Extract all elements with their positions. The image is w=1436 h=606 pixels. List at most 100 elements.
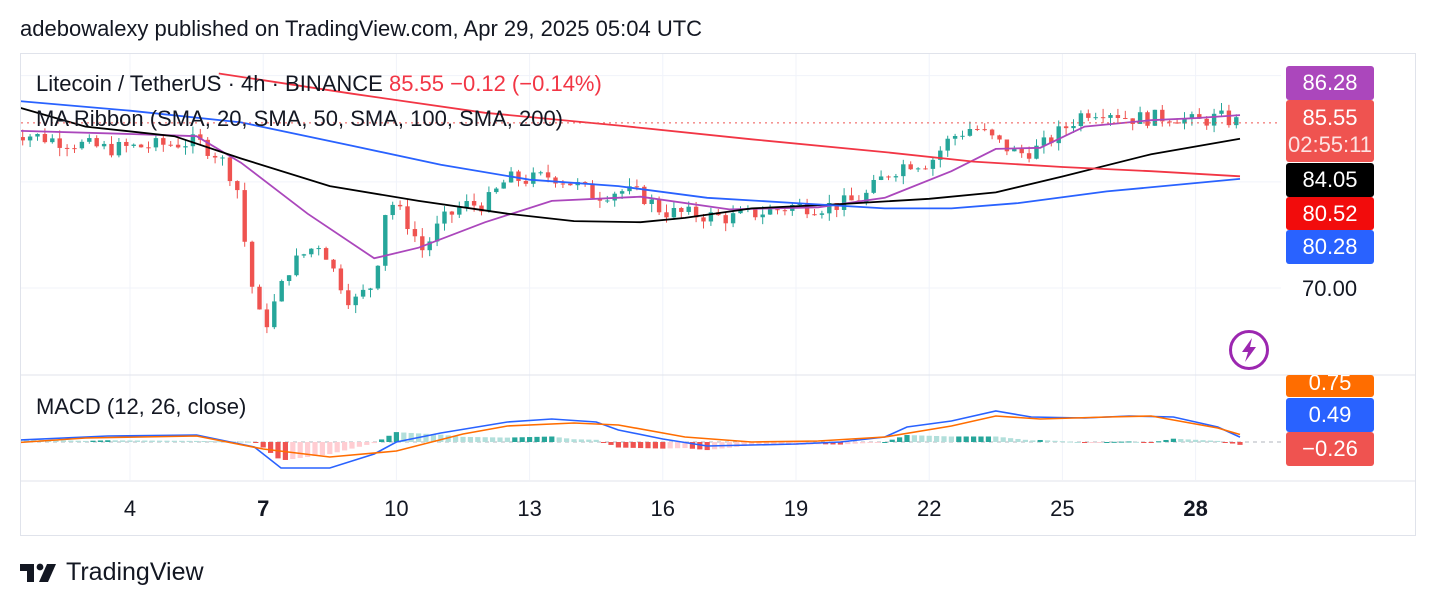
candle-body	[893, 176, 899, 178]
publisher-header: adebowalexy published on TradingView.com…	[20, 16, 703, 41]
macd-bar	[53, 440, 59, 442]
candle	[346, 283, 351, 309]
candle	[264, 303, 270, 334]
time-axis-label: 28	[1183, 496, 1207, 521]
candle-body	[190, 134, 196, 147]
tradingview-logo[interactable]: TradingView	[20, 558, 204, 587]
macd-bar	[1030, 440, 1036, 442]
candle	[1182, 112, 1187, 130]
candle-body	[1034, 145, 1039, 159]
chart-frame	[20, 53, 1416, 536]
macd-bar	[512, 437, 518, 442]
candle-body	[686, 206, 691, 212]
candle	[612, 191, 617, 207]
macd-bar	[430, 434, 436, 442]
candle	[116, 137, 122, 158]
candle	[893, 173, 899, 182]
candle-body	[782, 210, 788, 212]
candle	[523, 174, 529, 187]
macd-bar	[837, 442, 843, 445]
candle-body	[486, 192, 492, 212]
candle-body	[693, 206, 699, 218]
time-axis-label: 25	[1050, 496, 1074, 521]
candle	[1049, 134, 1054, 147]
macd-bar	[904, 435, 910, 442]
lightning-icon[interactable]	[1228, 329, 1270, 371]
macd-bar	[985, 436, 991, 442]
candle-body	[183, 146, 188, 148]
macd-bar	[268, 442, 274, 453]
time-axis-label: 10	[384, 496, 408, 521]
candle-body	[1086, 113, 1091, 118]
candle	[227, 154, 233, 187]
candle-body	[915, 168, 921, 170]
macd-bar	[771, 442, 777, 446]
candle	[531, 167, 536, 188]
macd-bar	[1089, 442, 1095, 443]
candle-body	[1137, 112, 1143, 124]
candle	[605, 195, 610, 204]
macd-bar	[1067, 441, 1073, 443]
macd-bar	[682, 442, 688, 449]
candle-body	[1204, 118, 1209, 126]
candle	[960, 130, 965, 140]
candle	[812, 208, 817, 216]
candle	[930, 157, 936, 176]
candle-body	[1004, 139, 1010, 152]
macd-bar	[349, 442, 355, 449]
candle	[279, 279, 284, 302]
candle-body	[819, 213, 825, 215]
macd-bar	[763, 442, 769, 446]
candle	[982, 123, 987, 132]
candle-body	[582, 182, 588, 184]
candle-body	[864, 192, 869, 203]
candle	[804, 198, 810, 219]
candle	[420, 228, 425, 258]
macd-bar	[993, 436, 999, 442]
badge-ma50: 84.05	[1286, 163, 1374, 197]
macd-bar	[601, 442, 607, 443]
candle-body	[901, 164, 906, 177]
candle-body	[397, 204, 403, 207]
candle	[494, 187, 499, 194]
candle-body	[346, 290, 351, 306]
candle-body	[161, 138, 166, 145]
time-axis-label: 16	[651, 496, 675, 521]
macd-bar	[741, 442, 747, 447]
macd-bar	[830, 442, 836, 445]
candle-body	[679, 208, 684, 212]
macd-bar	[401, 432, 407, 442]
macd-bar	[1111, 441, 1117, 443]
candle-body	[368, 288, 373, 290]
candle-body	[975, 129, 980, 131]
macd-bar	[1133, 441, 1139, 443]
macd-bar	[105, 440, 111, 442]
macd-bar	[319, 442, 325, 456]
candle-body	[753, 208, 758, 218]
candle	[1152, 109, 1158, 126]
candle-body	[1056, 126, 1061, 144]
candle	[708, 207, 714, 226]
macd-bar	[571, 439, 577, 442]
macd-bar	[142, 440, 148, 442]
candle	[153, 135, 159, 152]
candle-body	[871, 179, 876, 193]
macd-bar	[1148, 442, 1154, 443]
candle	[331, 258, 336, 272]
macd-bar	[90, 440, 96, 442]
macd-bar	[527, 437, 533, 442]
candle	[1100, 108, 1106, 124]
candle-body	[568, 183, 573, 186]
candle-body	[220, 157, 225, 159]
macd-bar	[593, 439, 599, 442]
candle-body	[804, 202, 810, 215]
macd-bar	[1022, 439, 1028, 442]
candle	[161, 134, 166, 152]
candle	[316, 245, 321, 256]
candle-body	[375, 265, 381, 289]
candle-body	[664, 212, 669, 218]
candle	[782, 208, 788, 216]
candle	[94, 135, 99, 148]
macd-bar	[194, 440, 200, 442]
candle-body	[87, 138, 92, 142]
